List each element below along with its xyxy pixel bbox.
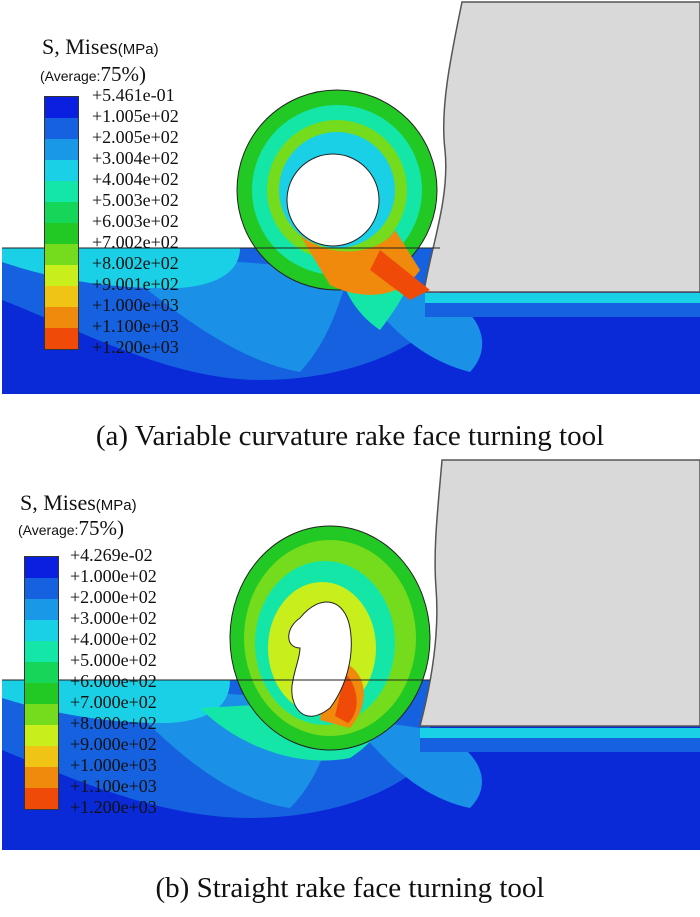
chip-hole-a [286, 153, 380, 247]
colorbar-swatch [45, 181, 78, 202]
legend-values-a: +5.461e-01 +1.005e+02 +2.005e+02 +3.004e+02… [92, 85, 179, 358]
colorbar-tick-label: +1.200e+03 [92, 337, 179, 357]
colorbar-tick-label: +1.000e+03 [92, 295, 179, 315]
colorbar-tick-label: +7.000e+02 [70, 692, 157, 712]
colorbar-swatch [45, 118, 78, 139]
colorbar-swatch [25, 767, 58, 788]
colorbar-swatch [25, 683, 58, 704]
colorbar-swatch [45, 160, 78, 181]
legend-title-a: S, Mises(MPa) [42, 34, 159, 59]
panel-a: S, Mises(MPa) (Average:75%) +5.461e-01 +1… [2, 1, 700, 394]
colorbar-tick-label: +4.004e+02 [92, 169, 179, 189]
colorbar-swatch [45, 244, 78, 265]
colorbar-tick-label: +2.000e+02 [70, 587, 157, 607]
chip-peak-a [370, 250, 430, 300]
colorbar-tick-label: +9.001e+02 [92, 274, 179, 294]
colorbar-tick-label: +6.000e+02 [70, 671, 157, 691]
colorbar-swatch [25, 662, 58, 683]
colorbar-swatch [25, 746, 58, 767]
colorbar-swatch [45, 265, 78, 286]
colorbar-tick-label: +1.005e+02 [92, 106, 179, 126]
turning-tool-a [423, 1, 700, 293]
caption-b: (b) Straight rake face turning tool [155, 872, 545, 904]
colorbar-swatch [45, 139, 78, 160]
turning-tool-b [419, 459, 700, 727]
colorbar-swatch [25, 725, 58, 746]
colorbar-tick-label: +4.269e-02 [70, 545, 153, 565]
colorbar-swatch [45, 223, 78, 244]
colorbar-swatch [45, 328, 78, 349]
colorbar-swatch [25, 641, 58, 662]
colorbar-tick-label: +5.003e+02 [92, 190, 179, 210]
colorbar-swatch [45, 286, 78, 307]
chip-peak-b [335, 673, 357, 723]
caption-a: (a) Variable curvature rake face turning… [95, 420, 605, 452]
colorbar-tick-label: +7.002e+02 [92, 232, 179, 252]
stress-band-top-b [2, 680, 230, 724]
colorbar-tick-label: +6.003e+02 [92, 211, 179, 231]
machined-surface-a [425, 293, 700, 303]
legend-average-a: (Average:75%) [40, 62, 146, 86]
colorbar-swatch [25, 704, 58, 725]
colorbar-tick-label: +4.000e+02 [70, 629, 157, 649]
colorbar-swatch [25, 788, 58, 809]
stress-contour-plot-b [2, 459, 700, 850]
colorbar-swatch [45, 97, 78, 118]
colorbar-tick-label: +9.000e+02 [70, 734, 157, 754]
subsurface-b [420, 738, 700, 752]
legend-colorbar-a [44, 96, 79, 350]
legend-title-b: S, Mises(MPa) [20, 490, 137, 515]
colorbar-tick-label: +1.000e+03 [70, 755, 157, 775]
colorbar-tick-label: +2.005e+02 [92, 127, 179, 147]
colorbar-swatch [25, 578, 58, 599]
colorbar-tick-label: +3.004e+02 [92, 148, 179, 168]
legend-average-b: (Average:75%) [18, 516, 124, 540]
colorbar-swatch [25, 557, 58, 578]
panel-b: S, Mises(MPa) (Average:75%) +4.269e-02 +1… [0, 458, 700, 858]
colorbar-swatch [45, 307, 78, 328]
colorbar-tick-label: +5.461e-01 [92, 85, 175, 105]
colorbar-swatch [25, 620, 58, 641]
colorbar-tick-label: +3.000e+02 [70, 608, 157, 628]
colorbar-tick-label: +1.100e+03 [92, 316, 179, 336]
subsurface-a [425, 303, 700, 317]
colorbar-tick-label: +5.000e+02 [70, 650, 157, 670]
colorbar-tick-label: +1.200e+03 [70, 797, 157, 817]
colorbar-tick-label: +8.000e+02 [70, 713, 157, 733]
colorbar-tick-label: +1.000e+02 [70, 566, 157, 586]
colorbar-tick-label: +1.100e+03 [70, 776, 157, 796]
stress-contour-plot-a [2, 1, 700, 394]
chip-hole-b [288, 601, 352, 717]
colorbar-tick-label: +8.002e+02 [92, 253, 179, 273]
legend-values-b: +4.269e-02 +1.000e+02 +2.000e+02 +3.000e+02… [70, 545, 157, 818]
colorbar-swatch [25, 599, 58, 620]
colorbar-swatch [45, 202, 78, 223]
machined-surface-b [420, 728, 700, 738]
legend-colorbar-b [24, 556, 59, 810]
